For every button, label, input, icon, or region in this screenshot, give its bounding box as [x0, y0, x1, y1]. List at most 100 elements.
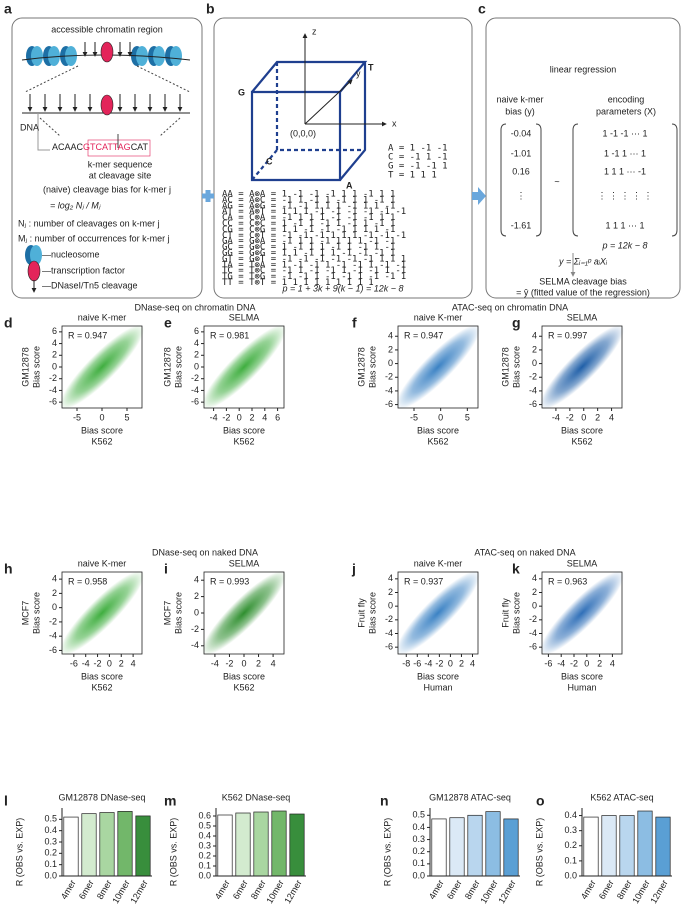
y-tick-label: 0.4	[198, 830, 211, 840]
y-axis-label: Bias score	[173, 346, 183, 388]
matrix-row: AA = A⊗A = 1 -1 -1 -1 1 1 -1 1 1	[222, 190, 395, 200]
x-tick-label: 6mer	[597, 878, 616, 901]
model-formula: y = Σᵢ₌₁ᵖ aᵢXᵢ	[558, 256, 608, 266]
matrix-row: GC = G⊗C = 1 -1 1 1 -1 1 -1 1 -1	[222, 243, 395, 253]
nucleosome	[48, 46, 60, 66]
annotation: R = 0.963	[548, 576, 587, 586]
y-axis-label: R (OBS vs. EXP)	[534, 818, 544, 887]
annotation: R = 0.981	[210, 330, 249, 340]
chart-title: naive K-mer	[78, 312, 127, 322]
matrix-row: CG = C⊗G = 1 1 -1 -1 -1 1 1 1 -1	[222, 225, 395, 235]
bar	[81, 813, 97, 877]
y-tick-label: 0.2	[44, 848, 57, 858]
annotation: R = 0.993	[210, 576, 249, 586]
y-tick-label: 0	[52, 361, 57, 371]
panel-a-frame	[11, 17, 203, 299]
y-value: ⋮	[517, 190, 526, 200]
y-tick-label: 2	[52, 588, 57, 598]
x-axis-label: K562	[91, 436, 112, 446]
y-tick-label: 0.1	[412, 858, 425, 868]
x-tick-label: -2	[566, 412, 574, 422]
legend-entry: —transcription factor	[42, 265, 125, 275]
y-tick-label: -6	[49, 645, 57, 655]
panel-letter: i	[164, 561, 168, 577]
y-tick-label: 0.3	[198, 840, 211, 850]
x-axis-label: Bias score	[223, 671, 265, 681]
bar	[601, 815, 617, 877]
legend-entry: —DNaseI/Tn5 cleavage	[42, 280, 138, 290]
x-axis-label: K562	[571, 436, 592, 446]
annotation: R = 0.997	[548, 330, 587, 340]
x-tick-label: 4	[610, 658, 615, 668]
y-tick-label: 0	[52, 602, 57, 612]
x-tick-label: 4mer	[59, 878, 78, 901]
y-axis-label: R (OBS vs. EXP)	[14, 818, 24, 887]
y-tick-label: -4	[191, 385, 199, 395]
panel-a-title: accessible chromatin region	[51, 24, 163, 34]
y-axis-label: Bias score	[31, 346, 41, 388]
matrix-row: CA = C⊗A = -1 1 1 1 -1 -1 -1 1 1	[222, 213, 395, 223]
y-tick-label: 0.3	[44, 836, 57, 846]
y-axis-label: GM12878	[500, 347, 510, 387]
x-tick-label: 4	[271, 658, 276, 668]
y-axis-label: R (OBS vs. EXP)	[168, 818, 178, 887]
y-tick-label: 2	[532, 344, 537, 354]
kmer-sequence: ACAACGTCATTAGCAT	[52, 142, 149, 152]
encoding-row: C = -1 1 -1	[388, 153, 448, 163]
x-tick-label: 4	[470, 658, 475, 668]
bar	[655, 816, 671, 877]
chart-title: SELMA	[229, 558, 260, 568]
bar	[503, 818, 519, 877]
matrix-row: GG = G⊗G = 1 1 -1 1 1 -1 -1 -1 1	[222, 249, 395, 259]
x-tick-label: -2	[225, 658, 233, 668]
matrix-row: GT = G⊗T = -1 -1 -1 -1 -1 -1 1 1 1	[222, 254, 406, 264]
y-axis-label: Bias score	[367, 346, 377, 388]
bar	[63, 816, 79, 877]
nucleosome	[30, 245, 42, 265]
nucleosome	[170, 46, 182, 66]
annotation: R = 0.937	[404, 576, 443, 586]
panel-letter: a	[4, 1, 12, 17]
x-tick-label: 5	[124, 412, 129, 422]
y-tick-label: -6	[385, 642, 393, 652]
y-tick-label: 0.2	[198, 850, 211, 860]
y-label: bias (y)	[505, 106, 535, 116]
y-tick-label: 0.5	[44, 814, 57, 824]
x-tick-label: 0	[448, 658, 453, 668]
y-tick-label: -2	[529, 614, 537, 624]
p-formula: p = 1 + 3k + 9(k − 1) = 12k − 8	[281, 283, 403, 293]
panel-c-title: linear regression	[550, 64, 617, 74]
x-tick-label: -4	[424, 658, 432, 668]
panel-letter: f	[352, 315, 357, 331]
y-tick-label: 0.0	[564, 870, 577, 880]
kmer-caption: at cleavage site	[89, 170, 152, 180]
chart-title: naive K-mer	[78, 558, 127, 568]
x-tick-label: 4	[262, 412, 267, 422]
x-tick-label: -4	[557, 658, 565, 668]
y-tick-label: -6	[385, 399, 393, 409]
x-tick-label: -2	[570, 658, 578, 668]
matrix-row: TC = T⊗C = -1 1 -1 -1 1 -1 -1 1 -1	[222, 266, 406, 276]
y-tick-label: -6	[49, 397, 57, 407]
sequence-left: ACAAC	[52, 142, 84, 152]
axis-y	[304, 79, 353, 125]
bar	[253, 811, 269, 877]
y-value: -1.61	[511, 220, 532, 230]
y-tick-label: 0	[532, 358, 537, 368]
y-label: naive k-mer	[496, 94, 543, 104]
y-axis-label: Bias score	[511, 346, 521, 388]
definition: Mⱼ : number of occurrences for k-mer j	[18, 233, 170, 243]
bar	[467, 814, 483, 877]
kmer-box	[87, 139, 151, 157]
x-tick-label: 4mer	[213, 878, 232, 901]
definition: Nⱼ : number of cleavages on k-mer j	[18, 218, 160, 228]
density-cloud	[59, 324, 145, 410]
x-axis-label: Bias score	[561, 425, 603, 435]
x-tick-label: 2	[595, 412, 600, 422]
y-axis-label: Bias score	[511, 592, 521, 634]
section-title: DNase-seq on naked DNA	[152, 547, 258, 557]
y-value: -0.04	[511, 128, 532, 138]
plot-frame	[541, 571, 623, 655]
y-tick-label: 0.2	[412, 846, 425, 856]
matrix-row: TG = T⊗G = -1 -1 1 -1 -1 1 -1 -1 1	[222, 272, 406, 282]
